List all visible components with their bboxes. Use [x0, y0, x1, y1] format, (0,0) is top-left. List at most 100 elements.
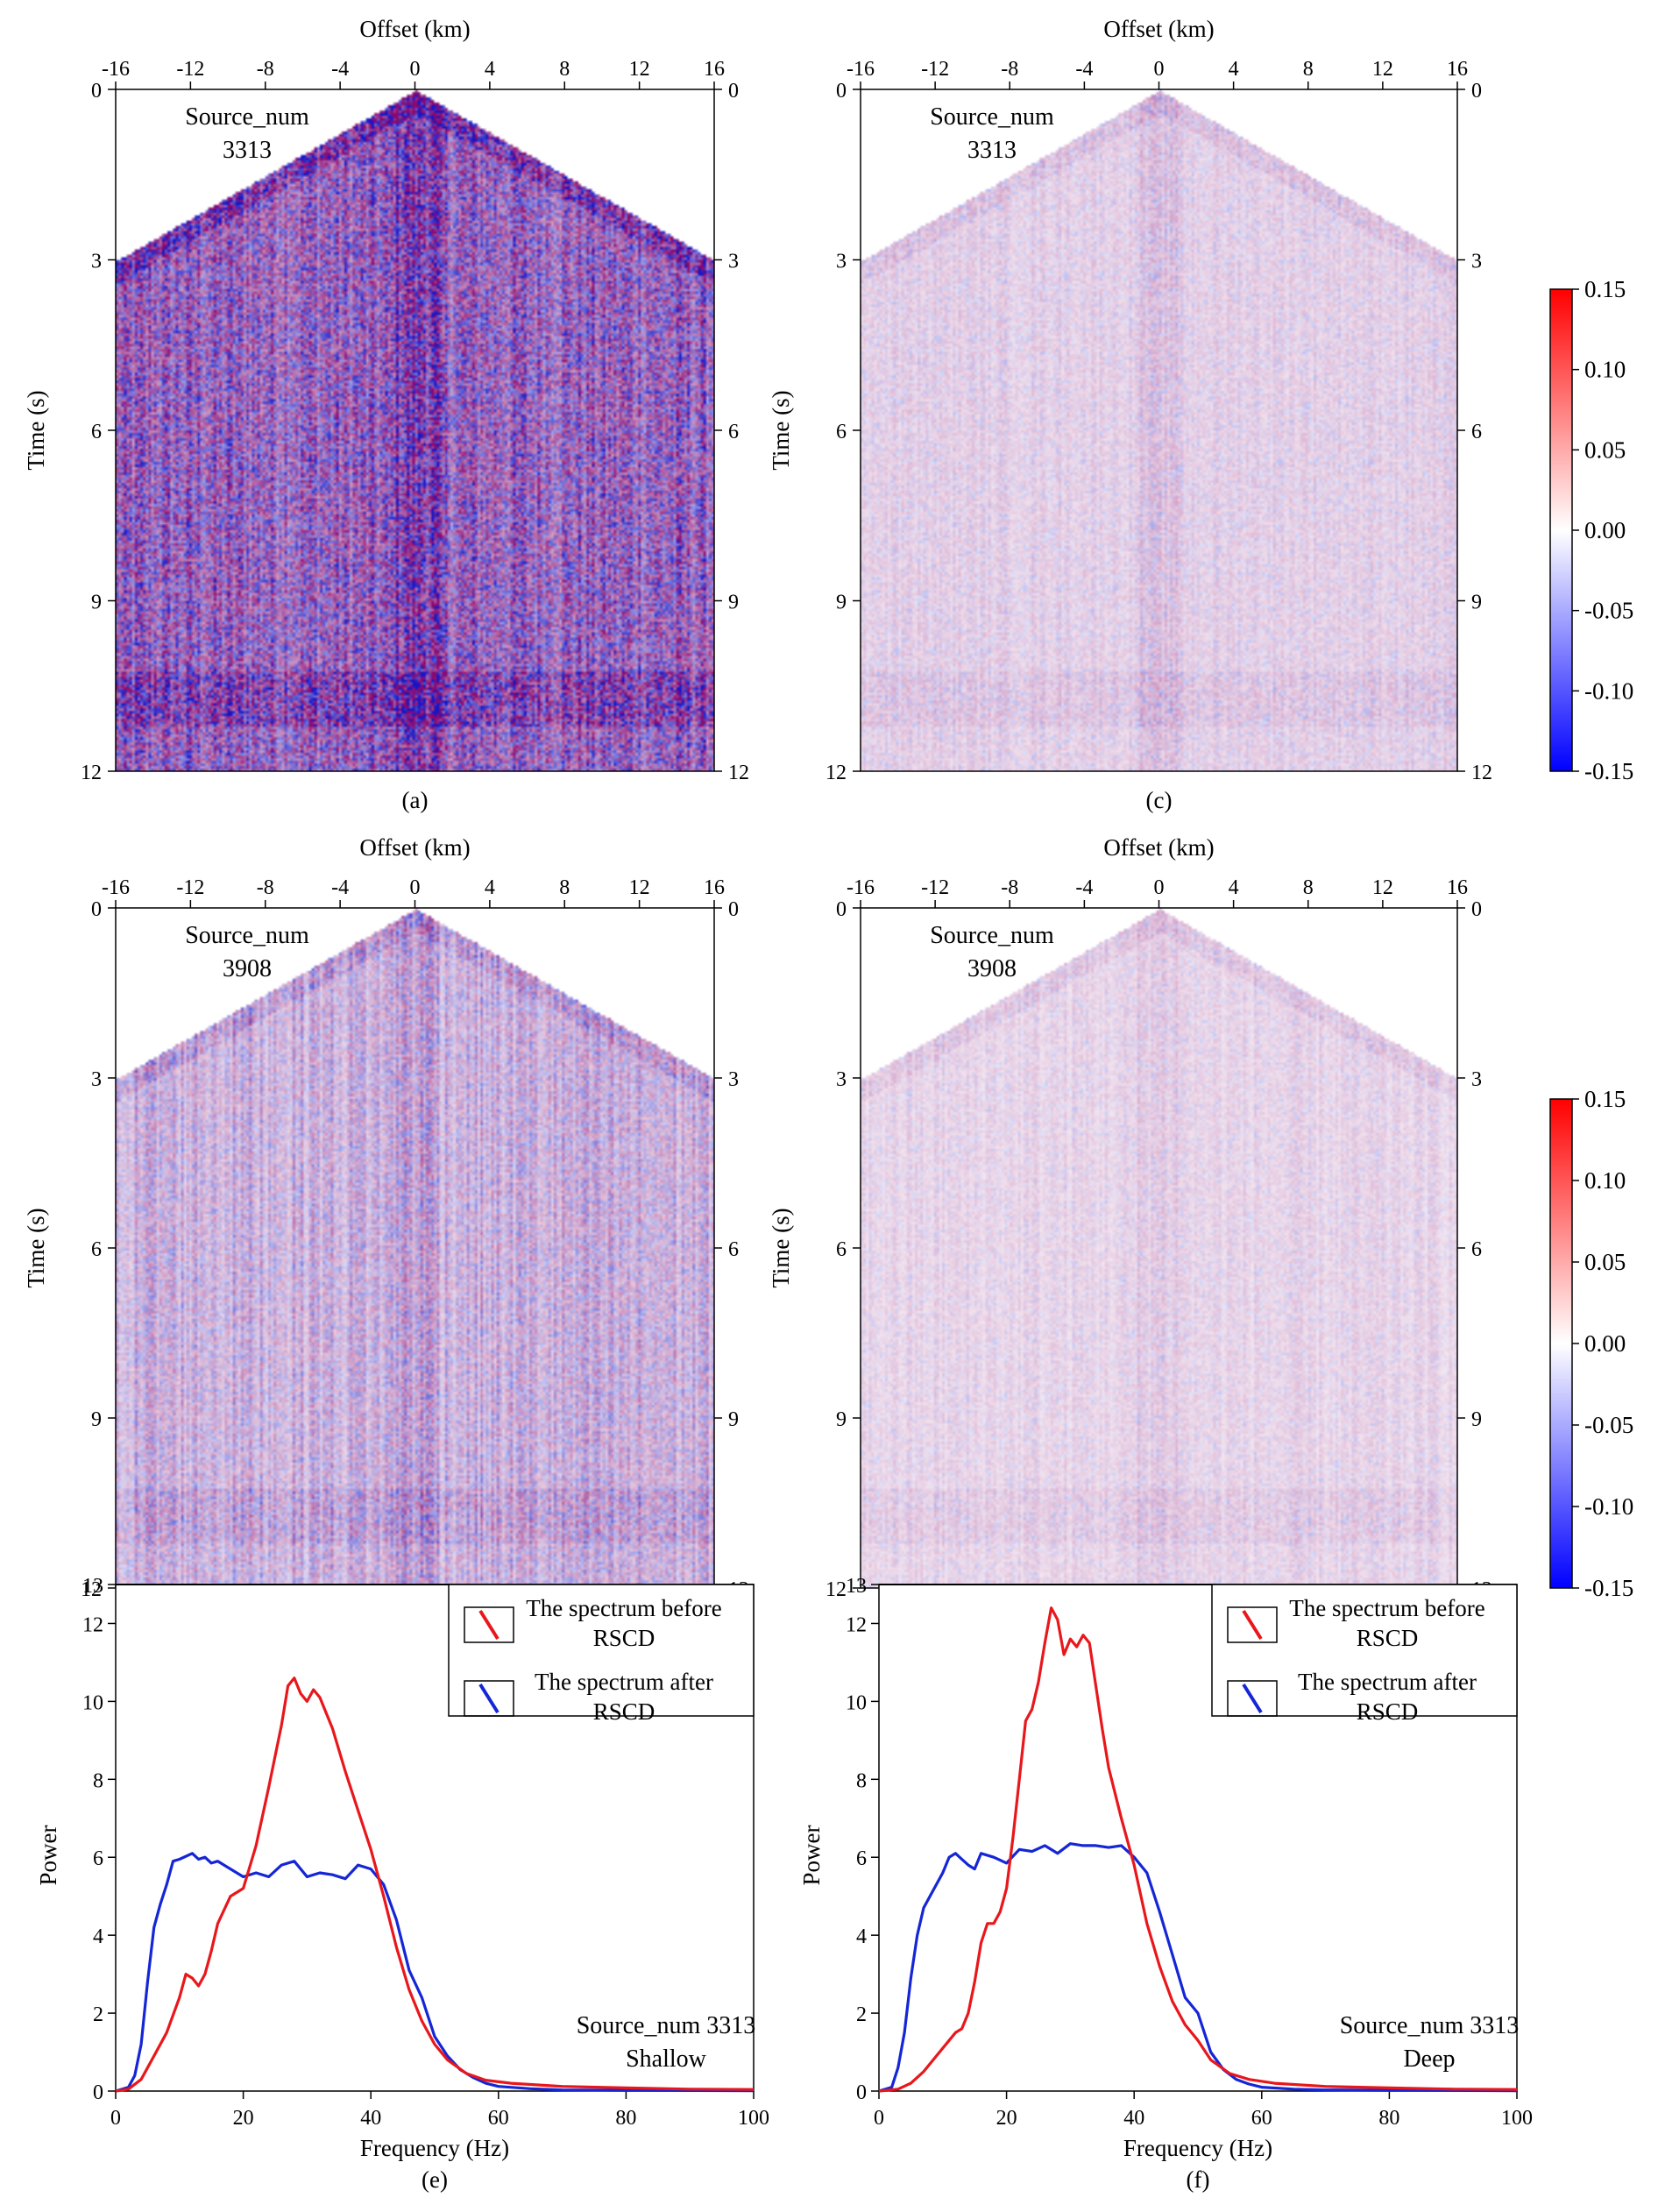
legend-label: The spectrum after [535, 1669, 713, 1695]
colorbar-bottom: 0.15 0.10 0.05 0.00 -0.05 -0.10 -0.15 [1549, 1086, 1633, 1601]
colorbar-label: 0.00 [1584, 1330, 1626, 1357]
panel-caption: (a) [402, 787, 429, 813]
x-tick-label: 0 [874, 2107, 884, 2130]
y-tick-label-right: 12 [728, 762, 749, 784]
source-number: 3313 [967, 137, 1017, 164]
x-tick-label: -8 [1001, 876, 1018, 899]
legend-swatch-line [1242, 1683, 1263, 1714]
y-tick-label: 4 [93, 1925, 103, 1948]
legend-swatch-box [1227, 1680, 1278, 1717]
y-tick-label: 6 [93, 1847, 103, 1870]
y-tick-label: 9 [91, 592, 102, 614]
colorbar-label: -0.10 [1584, 1493, 1633, 1520]
y-tick-label: 3 [91, 1068, 102, 1091]
y-axis-title: Time (s) [768, 390, 794, 470]
seismic-panel-c: -16 -12 -8 -4 0 4 8 12 16 Offset (km) 0 0 3 3 6 6 9 9 12 12… [768, 16, 1492, 813]
y-tick-label: 6 [856, 1847, 867, 1870]
x-tick-label: -8 [257, 876, 274, 899]
source-annotation: Source_num 3313 [1340, 2012, 1520, 2039]
x-tick-label: 40 [1123, 2107, 1144, 2130]
y-tick-label: 3 [91, 251, 102, 273]
y-tick-label: 13 [846, 1575, 867, 1598]
legend-label: RSCD [593, 1698, 655, 1725]
x-tick-label: 60 [1251, 2107, 1272, 2130]
x-tick-label: -12 [176, 876, 204, 899]
y-tick-label: 12 [82, 1613, 103, 1636]
x-tick-label: 16 [704, 876, 725, 899]
y-tick-label-right: 3 [1471, 251, 1482, 273]
x-tick-label: 80 [1378, 2107, 1399, 2130]
x-axis-title: Frequency (Hz) [360, 2135, 509, 2161]
colorbar-gradient [1549, 1098, 1573, 1589]
x-tick-label: 8 [559, 876, 570, 899]
colorbar-label: 0.10 [1584, 357, 1626, 383]
y-tick-label: 12 [846, 1613, 867, 1636]
source-annotation: Source_num [185, 103, 309, 131]
y-axis-title: Time (s) [23, 1208, 49, 1287]
legend-swatch-box [1227, 1606, 1278, 1643]
y-tick-label-right: 0 [1471, 898, 1482, 921]
y-tick-label-right: 9 [1471, 1408, 1482, 1431]
legend-label: The spectrum before [526, 1595, 721, 1621]
x-tick-label: -16 [102, 58, 130, 81]
y-tick-label: 6 [836, 1238, 847, 1261]
y-axis-title: Time (s) [768, 1208, 794, 1287]
colorbar-top: 0.15 0.10 0.05 0.00 -0.05 -0.10 -0.15 [1549, 276, 1633, 784]
y-axis-title: Time (s) [23, 390, 49, 470]
seismic-section-d [861, 908, 1457, 1588]
y-tick-label-right: 9 [728, 1408, 739, 1431]
source-annotation: Source_num 3313 [577, 2012, 756, 2039]
seismic-panel-a: -16 -12 -8 -4 0 4 8 12 16 Offset (km) 0 0 3 3 6 6 9 9 12 12… [23, 16, 749, 813]
y-tick-label: 12 [81, 1578, 102, 1601]
x-tick-label: -4 [1075, 876, 1093, 899]
y-tick-label: 6 [91, 421, 102, 443]
x-tick-label: -12 [921, 58, 949, 81]
x-tick-label: -4 [331, 58, 349, 81]
x-tick-label: 16 [704, 58, 725, 81]
y-axis-title: Power [35, 1826, 61, 1886]
colorbar-label: 0.05 [1584, 1249, 1626, 1275]
legend-label: RSCD [593, 1625, 655, 1651]
series-line-before [878, 1606, 1518, 2093]
legend-swatch-line [478, 1609, 500, 1641]
x-tick-label: -8 [257, 58, 274, 81]
panel-caption: (c) [1146, 787, 1173, 813]
legend-swatch-box [464, 1680, 514, 1717]
y-tick-label: 6 [836, 421, 847, 443]
y-tick-label-right: 0 [728, 80, 739, 103]
colorbar-label: -0.15 [1584, 1575, 1633, 1601]
x-tick-label: 0 [1154, 58, 1165, 81]
source-number: 3313 [223, 137, 272, 164]
y-tick-label: 0 [836, 80, 847, 103]
colorbar-label: 0.05 [1584, 436, 1626, 463]
y-tick-label: 13 [82, 1575, 103, 1598]
y-tick-label: 10 [846, 1691, 867, 1714]
legend-label: RSCD [1357, 1698, 1419, 1725]
source-number: 3908 [223, 955, 272, 982]
panel-caption: (e) [422, 2166, 448, 2193]
x-axis-title: Offset (km) [1103, 16, 1214, 42]
legend-label: RSCD [1357, 1625, 1419, 1651]
colorbar-label: 0.00 [1584, 517, 1626, 543]
legend-swatch-line [1242, 1609, 1263, 1641]
source-annotation: Source_num [930, 103, 1054, 131]
source-annotation: Source_num [930, 922, 1054, 949]
y-axis-title: Power [798, 1826, 825, 1886]
y-tick-label: 4 [856, 1925, 867, 1948]
colorbar-label: -0.10 [1584, 677, 1633, 704]
colorbar-label: -0.15 [1584, 758, 1633, 784]
seismic-section-c [861, 89, 1457, 771]
x-tick-label: 20 [233, 2107, 254, 2130]
x-tick-label: 40 [360, 2107, 381, 2130]
y-tick-label-right: 12 [1471, 762, 1492, 784]
x-tick-label: 12 [1372, 58, 1393, 81]
y-tick-label: 10 [82, 1691, 103, 1714]
y-tick-label: 12 [81, 762, 102, 784]
y-tick-label: 0 [856, 2081, 867, 2104]
y-tick-label-right: 6 [1471, 421, 1482, 443]
x-tick-label: -16 [847, 876, 875, 899]
colorbar-gradient [1549, 288, 1573, 772]
